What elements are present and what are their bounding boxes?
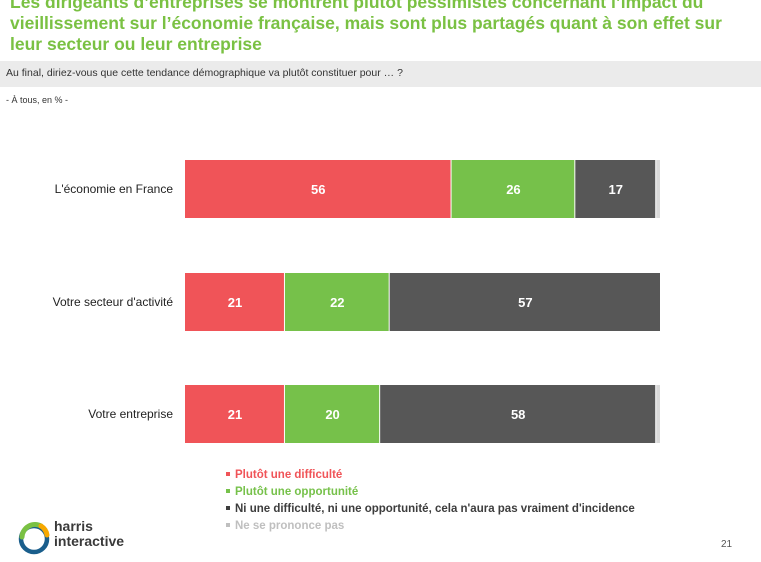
category-label: L'économie en France <box>55 182 174 196</box>
sample-base: - À tous, en % - <box>6 95 69 105</box>
legend-swatch-nsp <box>226 522 230 527</box>
bar-segment <box>656 160 660 218</box>
logo-line-1: harris <box>54 518 93 534</box>
bar-segment <box>389 273 660 331</box>
bar-segment <box>284 385 380 443</box>
legend-label-nsp: Ne se prononce pas <box>235 520 345 532</box>
data-label: 26 <box>506 182 520 197</box>
legend-swatch-ni-ni <box>226 505 230 510</box>
harris-interactive-logo: harris interactive <box>18 517 158 557</box>
bar-segment <box>284 273 389 331</box>
logo-rings-icon <box>18 522 50 555</box>
legend-label-difficulte: Plutôt une difficulté <box>235 469 343 481</box>
legend-swatch-opportunite <box>226 488 230 493</box>
question-band <box>0 61 761 87</box>
logo-wordmark: harris interactive <box>54 519 124 549</box>
legend-swatch-difficulte <box>226 471 230 476</box>
chart-legend: Plutôt une difficulté Plutôt une opportu… <box>226 467 635 535</box>
bar-segment <box>185 385 284 443</box>
survey-question: Au final, diriez-vous que cette tendance… <box>6 67 403 79</box>
data-label: 21 <box>228 407 242 422</box>
category-label: Votre entreprise <box>88 407 173 421</box>
page-number: 21 <box>721 539 733 550</box>
data-label: 17 <box>609 182 623 197</box>
bar-segment <box>185 273 284 331</box>
legend-label-opportunite: Plutôt une opportunité <box>235 486 359 498</box>
bar-segment <box>656 385 660 443</box>
stacked-bar-chart: L'économie en France 56 26 17 Votre secteur … <box>53 160 660 443</box>
legend-item-ni-ni: Ni une difficulté, ni une opportunité, c… <box>226 501 635 518</box>
data-label: 22 <box>330 295 344 310</box>
legend-label-ni-ni: Ni une difficulté, ni une opportunité, c… <box>235 503 635 515</box>
bar-segment <box>380 385 656 443</box>
data-label: 57 <box>518 295 532 310</box>
data-label: 56 <box>311 182 325 197</box>
legend-item-difficulte: Plutôt une difficulté <box>226 467 635 484</box>
data-label: 58 <box>511 407 525 422</box>
bar-segment <box>185 160 451 218</box>
data-label: 21 <box>228 295 242 310</box>
bar-segment <box>575 160 656 218</box>
category-label: Votre secteur d'activité <box>53 295 174 309</box>
bar-segment <box>451 160 575 218</box>
legend-item-nsp: Ne se prononce pas <box>226 518 635 535</box>
slide-title: Les dirigeants d’entreprises se montrent… <box>10 0 722 54</box>
logo-line-2: interactive <box>54 533 125 549</box>
data-label: 20 <box>325 407 339 422</box>
legend-item-opportunite: Plutôt une opportunité <box>226 484 635 501</box>
